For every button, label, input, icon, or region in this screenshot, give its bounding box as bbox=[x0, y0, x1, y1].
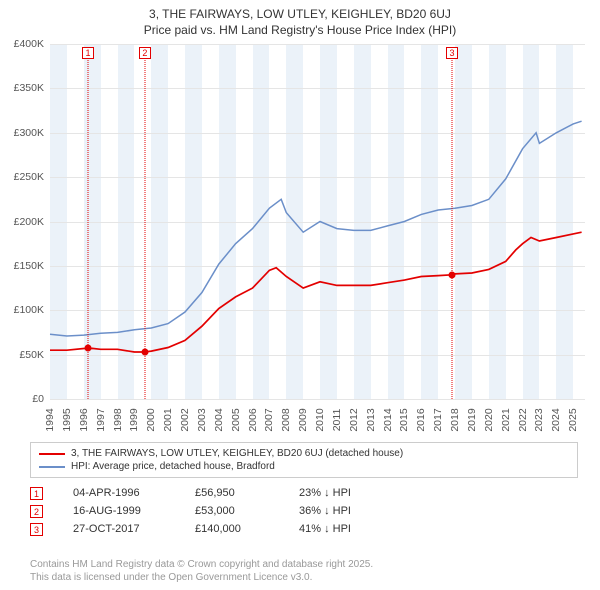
sales-price: £53,000 bbox=[195, 505, 275, 517]
x-axis-tick-label: 2004 bbox=[213, 408, 225, 431]
y-axis-tick-label: £400K bbox=[14, 38, 44, 50]
sales-marker-box: 1 bbox=[30, 487, 43, 500]
y-axis-tick-label: £0 bbox=[32, 393, 44, 405]
x-axis-tick-label: 2008 bbox=[280, 408, 292, 431]
sale-point-dot bbox=[141, 348, 148, 355]
sales-price: £56,950 bbox=[195, 487, 275, 499]
x-axis-tick-label: 2025 bbox=[567, 408, 579, 431]
sales-date: 27-OCT-2017 bbox=[73, 523, 171, 535]
footer-line1: Contains HM Land Registry data © Crown c… bbox=[30, 558, 373, 571]
sale-point-dot bbox=[448, 271, 455, 278]
sales-pct-vs-hpi: 41% ↓ HPI bbox=[299, 523, 399, 535]
x-axis-tick-label: 2010 bbox=[314, 408, 326, 431]
x-axis-tick-label: 2020 bbox=[483, 408, 495, 431]
x-axis-tick-label: 2003 bbox=[196, 408, 208, 431]
x-axis-tick-label: 2018 bbox=[449, 408, 461, 431]
x-axis-tick-label: 2007 bbox=[263, 408, 275, 431]
x-axis-tick-label: 2015 bbox=[398, 408, 410, 431]
legend-label-property: 3, THE FAIRWAYS, LOW UTLEY, KEIGHLEY, BD… bbox=[71, 448, 403, 459]
x-axis-tick-label: 2011 bbox=[331, 409, 343, 432]
sales-date: 04-APR-1996 bbox=[73, 487, 171, 499]
sales-table: 1 04-APR-1996 £56,950 23% ↓ HPI 2 16-AUG-1999… bbox=[30, 484, 399, 538]
series-line-property bbox=[50, 232, 582, 352]
sales-price: £140,000 bbox=[195, 523, 275, 535]
x-axis-tick-label: 2022 bbox=[517, 408, 529, 431]
x-axis-tick-label: 2009 bbox=[297, 408, 309, 431]
sales-pct-vs-hpi: 36% ↓ HPI bbox=[299, 505, 399, 517]
sale-marker-box: 1 bbox=[82, 47, 94, 59]
sale-point-dot bbox=[84, 345, 91, 352]
x-axis-tick-label: 1996 bbox=[78, 408, 90, 431]
x-axis-tick-label: 2023 bbox=[533, 408, 545, 431]
sales-marker-box: 2 bbox=[30, 505, 43, 518]
x-axis-labels: 1994199519961997199819992000200120022003… bbox=[50, 402, 585, 442]
legend-swatch-property bbox=[39, 453, 65, 455]
x-axis-tick-label: 2002 bbox=[179, 408, 191, 431]
sales-row: 1 04-APR-1996 £56,950 23% ↓ HPI bbox=[30, 484, 399, 502]
legend-swatch-hpi bbox=[39, 466, 65, 468]
legend-label-hpi: HPI: Average price, detached house, Brad… bbox=[71, 461, 275, 472]
sales-pct-vs-hpi: 23% ↓ HPI bbox=[299, 487, 399, 499]
y-gridline bbox=[50, 399, 585, 400]
x-axis-tick-label: 2016 bbox=[415, 408, 427, 431]
x-axis-tick-label: 2001 bbox=[162, 408, 174, 431]
x-axis-tick-label: 1998 bbox=[112, 408, 124, 431]
sale-marker-line bbox=[452, 60, 453, 399]
x-axis-tick-label: 2005 bbox=[230, 408, 242, 431]
x-axis-tick-label: 1995 bbox=[61, 408, 73, 431]
chart-title-block: 3, THE FAIRWAYS, LOW UTLEY, KEIGHLEY, BD… bbox=[0, 0, 600, 38]
legend-row-hpi: HPI: Average price, detached house, Brad… bbox=[39, 460, 569, 473]
y-axis-tick-label: £250K bbox=[14, 171, 44, 183]
x-axis-tick-label: 2000 bbox=[145, 408, 157, 431]
x-axis-tick-label: 2006 bbox=[247, 408, 259, 431]
x-axis-tick-label: 2021 bbox=[500, 408, 512, 431]
x-axis-tick-label: 2019 bbox=[466, 408, 478, 431]
chart-legend: 3, THE FAIRWAYS, LOW UTLEY, KEIGHLEY, BD… bbox=[30, 442, 578, 478]
x-axis-tick-label: 2017 bbox=[432, 408, 444, 431]
sales-marker-box: 3 bbox=[30, 523, 43, 536]
sales-date: 16-AUG-1999 bbox=[73, 505, 171, 517]
y-axis-tick-label: £100K bbox=[14, 304, 44, 316]
x-axis-tick-label: 2024 bbox=[550, 408, 562, 431]
price-chart: 1 2 3 bbox=[50, 44, 585, 399]
chart-svg bbox=[50, 44, 585, 399]
series-line-hpi bbox=[50, 121, 582, 336]
footer-attribution: Contains HM Land Registry data © Crown c… bbox=[30, 558, 373, 584]
x-axis-tick-label: 2012 bbox=[348, 408, 360, 431]
y-axis-tick-label: £300K bbox=[14, 127, 44, 139]
y-axis-tick-label: £150K bbox=[14, 260, 44, 272]
sale-marker-box: 2 bbox=[139, 47, 151, 59]
x-axis-tick-label: 1997 bbox=[95, 408, 107, 431]
chart-title-line2: Price paid vs. HM Land Registry's House … bbox=[0, 22, 600, 38]
y-axis-tick-label: £50K bbox=[19, 349, 44, 361]
y-axis-tick-label: £200K bbox=[14, 216, 44, 228]
sales-row: 3 27-OCT-2017 £140,000 41% ↓ HPI bbox=[30, 520, 399, 538]
x-axis-tick-label: 1999 bbox=[128, 408, 140, 431]
sales-row: 2 16-AUG-1999 £53,000 36% ↓ HPI bbox=[30, 502, 399, 520]
x-axis-tick-label: 2014 bbox=[382, 408, 394, 431]
chart-title-line1: 3, THE FAIRWAYS, LOW UTLEY, KEIGHLEY, BD… bbox=[0, 6, 600, 22]
x-axis-tick-label: 1994 bbox=[44, 408, 56, 431]
legend-row-property: 3, THE FAIRWAYS, LOW UTLEY, KEIGHLEY, BD… bbox=[39, 447, 569, 460]
x-axis-tick-label: 2013 bbox=[365, 408, 377, 431]
sale-marker-box: 3 bbox=[446, 47, 458, 59]
footer-line2: This data is licensed under the Open Gov… bbox=[30, 571, 373, 584]
y-axis-tick-label: £350K bbox=[14, 82, 44, 94]
y-axis-labels: £0£50K£100K£150K£200K£250K£300K£350K£400… bbox=[0, 44, 48, 399]
